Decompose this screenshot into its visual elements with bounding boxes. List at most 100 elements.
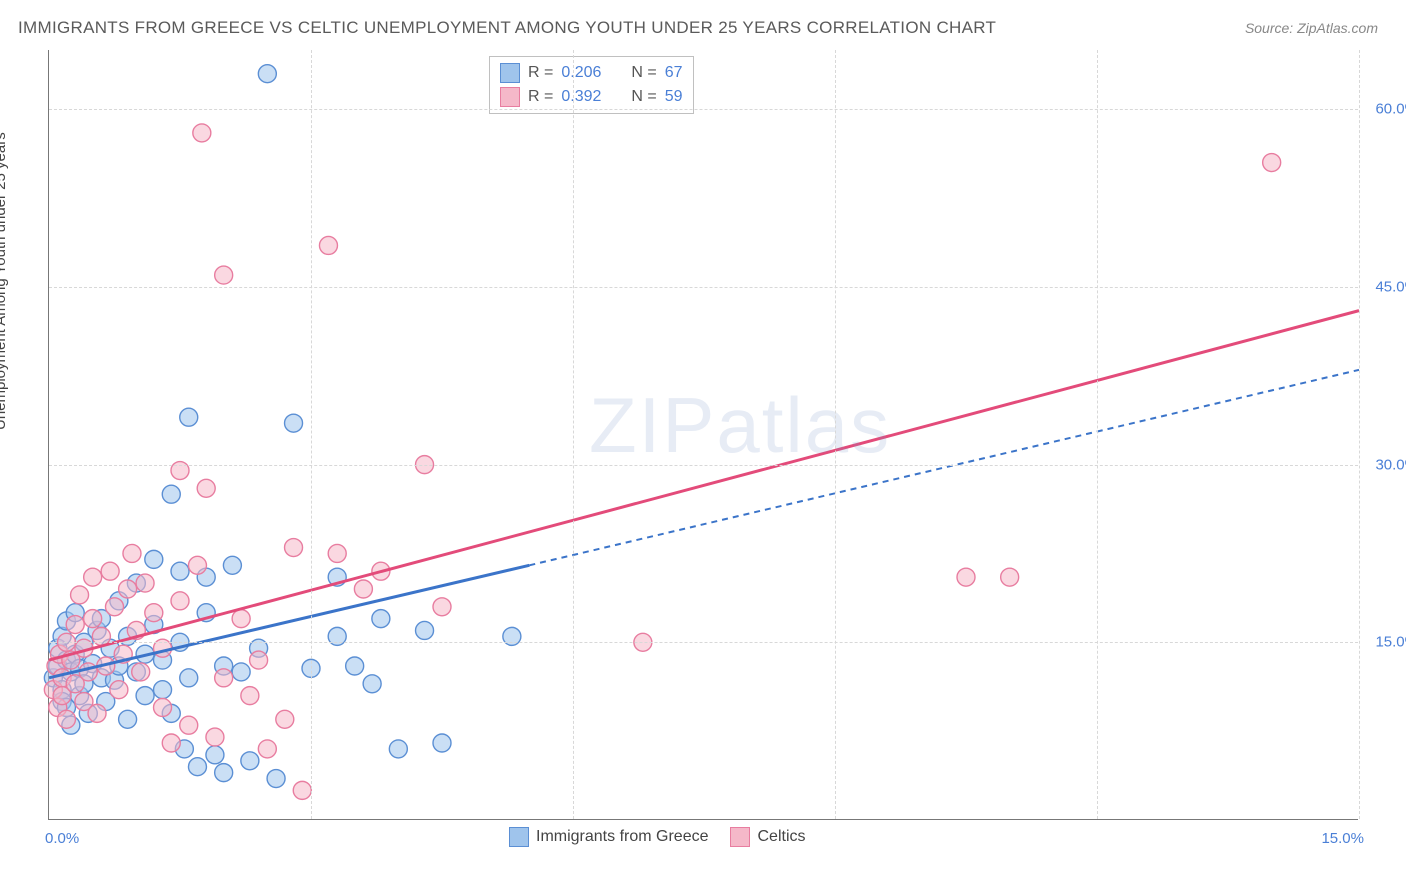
- legend-swatch: [509, 827, 529, 847]
- r-label: R =: [528, 88, 553, 106]
- legend-label: Immigrants from Greece: [536, 828, 708, 846]
- scatter-point: [193, 124, 211, 142]
- scatter-point: [293, 781, 311, 799]
- chart-svg: [49, 50, 1358, 819]
- scatter-point: [101, 562, 119, 580]
- scatter-point: [188, 758, 206, 776]
- n-label: N =: [631, 88, 656, 106]
- scatter-point: [88, 704, 106, 722]
- scatter-point: [162, 485, 180, 503]
- scatter-point: [119, 580, 137, 598]
- scatter-point: [110, 681, 128, 699]
- n-label: N =: [631, 64, 656, 82]
- scatter-point: [267, 770, 285, 788]
- scatter-point: [433, 598, 451, 616]
- scatter-correlation-chart: R =0.206N =67R =0.392N =59 ZIPatlas 0.0%…: [48, 50, 1358, 820]
- n-value: 67: [665, 64, 683, 82]
- scatter-point: [1263, 154, 1281, 172]
- gridline-v: [573, 50, 574, 819]
- scatter-point: [66, 616, 84, 634]
- legend-item: Immigrants from Greece: [509, 827, 708, 847]
- scatter-point: [154, 681, 172, 699]
- legend-row: R = 0.392 N = 59: [500, 85, 683, 109]
- scatter-point: [354, 580, 372, 598]
- gridline-h: [49, 642, 1358, 643]
- scatter-point: [363, 675, 381, 693]
- scatter-point: [215, 266, 233, 284]
- r-value: 0.392: [561, 88, 601, 106]
- regression-line: [49, 311, 1359, 660]
- scatter-point: [119, 710, 137, 728]
- legend-item: Celtics: [730, 827, 805, 847]
- gridline-h: [49, 109, 1358, 110]
- scatter-point: [84, 610, 102, 628]
- scatter-point: [106, 598, 124, 616]
- scatter-point: [145, 550, 163, 568]
- scatter-point: [250, 651, 268, 669]
- gridline-v: [835, 50, 836, 819]
- scatter-point: [241, 687, 259, 705]
- y-tick-label: 60.0%: [1375, 101, 1406, 118]
- x-axis-max-label: 15.0%: [1321, 830, 1364, 847]
- scatter-point: [180, 408, 198, 426]
- scatter-point: [188, 556, 206, 574]
- r-label: R =: [528, 64, 553, 82]
- gridline-h: [49, 465, 1358, 466]
- scatter-point: [328, 544, 346, 562]
- scatter-point: [223, 556, 241, 574]
- scatter-point: [171, 592, 189, 610]
- scatter-point: [206, 746, 224, 764]
- scatter-point: [123, 544, 141, 562]
- chart-title: IMMIGRANTS FROM GREECE VS CELTIC UNEMPLO…: [18, 18, 996, 38]
- scatter-point: [433, 734, 451, 752]
- legend-label: Celtics: [757, 828, 805, 846]
- scatter-point: [206, 728, 224, 746]
- x-axis-min-label: 0.0%: [45, 830, 79, 847]
- scatter-point: [154, 698, 172, 716]
- scatter-point: [84, 568, 102, 586]
- source-attribution: Source: ZipAtlas.com: [1245, 20, 1378, 36]
- scatter-point: [241, 752, 259, 770]
- y-tick-label: 30.0%: [1375, 456, 1406, 473]
- scatter-point: [171, 562, 189, 580]
- gridline-v: [1097, 50, 1098, 819]
- legend-swatch: [500, 87, 520, 107]
- gridline-v: [1359, 50, 1360, 819]
- scatter-point: [162, 734, 180, 752]
- scatter-point: [136, 574, 154, 592]
- series-legend: Immigrants from Greece Celtics: [509, 827, 806, 847]
- r-value: 0.206: [561, 64, 601, 82]
- scatter-point: [258, 740, 276, 758]
- scatter-point: [416, 621, 434, 639]
- y-tick-label: 15.0%: [1375, 634, 1406, 651]
- scatter-point: [145, 604, 163, 622]
- scatter-point: [180, 669, 198, 687]
- scatter-point: [180, 716, 198, 734]
- scatter-point: [258, 65, 276, 83]
- scatter-point: [71, 586, 89, 604]
- scatter-point: [346, 657, 364, 675]
- n-value: 59: [665, 88, 683, 106]
- legend-swatch: [500, 63, 520, 83]
- scatter-point: [215, 669, 233, 687]
- gridline-h: [49, 287, 1358, 288]
- scatter-point: [232, 610, 250, 628]
- scatter-point: [215, 764, 233, 782]
- scatter-point: [285, 414, 303, 432]
- scatter-point: [276, 710, 294, 728]
- legend-swatch: [730, 827, 750, 847]
- scatter-point: [285, 539, 303, 557]
- gridline-v: [311, 50, 312, 819]
- scatter-point: [319, 236, 337, 254]
- scatter-point: [389, 740, 407, 758]
- scatter-point: [197, 479, 215, 497]
- scatter-point: [57, 710, 75, 728]
- scatter-point: [957, 568, 975, 586]
- legend-row: R = 0.206 N = 67: [500, 61, 683, 85]
- regression-line-extrapolated: [529, 370, 1359, 565]
- correlation-legend: R = 0.206 N = 67 R = 0.392 N = 59: [489, 56, 694, 114]
- y-axis-label: Unemployment Among Youth under 25 years: [0, 132, 9, 430]
- scatter-point: [136, 687, 154, 705]
- scatter-point: [1001, 568, 1019, 586]
- y-tick-label: 45.0%: [1375, 278, 1406, 295]
